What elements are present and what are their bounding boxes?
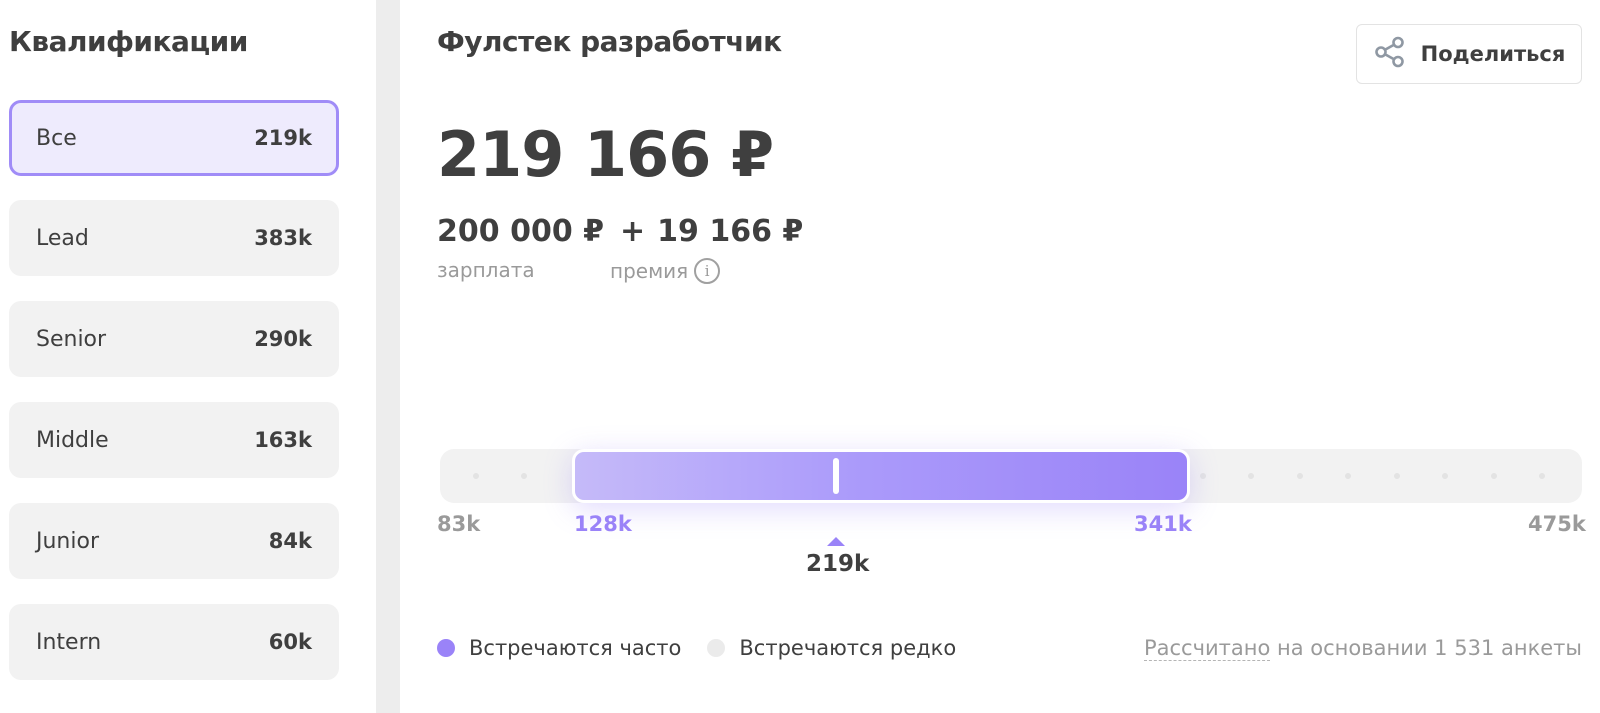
qualification-label: Lead — [36, 225, 89, 251]
rare-swatch-icon — [707, 639, 726, 657]
track-dot — [1345, 473, 1351, 479]
frequent-salary-range — [572, 449, 1190, 503]
qualification-label: Middle — [36, 427, 109, 453]
qualification-value: 290k — [254, 327, 312, 351]
qualification-value: 219k — [254, 126, 312, 150]
legend-frequent-label: Встречаются часто — [469, 636, 682, 660]
qualification-item-junior[interactable]: Junior 84k — [9, 503, 339, 579]
range-low-tick: 128k — [574, 512, 632, 536]
qualification-item-intern[interactable]: Intern 60k — [9, 604, 339, 680]
bonus-caption: премия — [610, 259, 689, 283]
calculation-info-link[interactable]: Рассчитано — [1143, 636, 1271, 661]
base-salary-caption: зарплата — [437, 258, 535, 282]
qualification-label: Все — [36, 125, 77, 151]
legend-rare-label: Встречаются редко — [739, 636, 957, 660]
track-dot — [1394, 473, 1400, 479]
share-label: Поделиться — [1420, 42, 1566, 66]
total-salary: 219 166 ₽ — [437, 118, 774, 191]
legend-rare: Встречаются редко — [707, 636, 956, 660]
salary-panel: Фулстек разработчик Поделиться 219 166 ₽… — [400, 0, 1600, 713]
qualification-item-lead[interactable]: Lead 383k — [9, 200, 339, 276]
qualification-label: Senior — [36, 326, 107, 352]
track-dot — [1539, 473, 1545, 479]
base-salary-label: зарплата — [437, 258, 535, 282]
share-icon — [1373, 35, 1407, 73]
bonus-label: премия i — [610, 258, 721, 284]
qualification-value: 60k — [268, 630, 312, 654]
qualification-item-senior[interactable]: Senior 290k — [9, 301, 339, 377]
median-label: 219k — [806, 551, 870, 577]
data-source-note: Рассчитано на основании 1 531 анкеты — [1143, 636, 1582, 661]
qualification-label: Intern — [36, 629, 102, 655]
info-icon[interactable]: i — [694, 258, 721, 284]
data-source-text: на основании 1 531 анкеты — [1270, 636, 1582, 660]
base-salary-value: 200 000 ₽ — [437, 214, 605, 249]
qualification-label: Junior — [36, 528, 99, 554]
range-high-tick: 341k — [1134, 512, 1192, 536]
panel-divider — [376, 0, 400, 713]
track-dot — [1297, 473, 1303, 479]
qualification-value: 383k — [254, 226, 312, 250]
qualifications-panel: Квалификации Все 219k Lead 383k Senior 2… — [0, 0, 376, 713]
track-dot — [1442, 473, 1448, 479]
track-dot — [1200, 473, 1206, 479]
qualification-item-all[interactable]: Все 219k — [9, 100, 339, 176]
track-dot — [1248, 473, 1254, 479]
plus-sign: + — [620, 214, 646, 249]
track-dot — [1491, 473, 1497, 479]
chart-legend: Встречаются часто Встречаются редко — [437, 636, 982, 660]
median-pointer-icon — [827, 537, 845, 546]
qualification-value: 163k — [254, 428, 312, 452]
track-dot — [473, 473, 479, 479]
median-marker — [833, 458, 839, 494]
share-button[interactable]: Поделиться — [1356, 24, 1582, 84]
qualifications-title: Квалификации — [9, 25, 248, 58]
bonus-value: 19 166 ₽ — [657, 214, 804, 249]
min-salary-tick: 83k — [437, 512, 481, 536]
max-salary-tick: 475k — [1528, 512, 1586, 536]
qualification-item-middle[interactable]: Middle 163k — [9, 402, 339, 478]
position-title: Фулстек разработчик — [437, 25, 782, 58]
qualification-value: 84k — [268, 529, 312, 553]
legend-frequent: Встречаются часто — [437, 636, 681, 660]
salary-breakdown: 200 000 ₽ + 19 166 ₽ — [437, 214, 803, 249]
track-dot — [521, 473, 527, 479]
frequent-swatch-icon — [437, 639, 455, 657]
